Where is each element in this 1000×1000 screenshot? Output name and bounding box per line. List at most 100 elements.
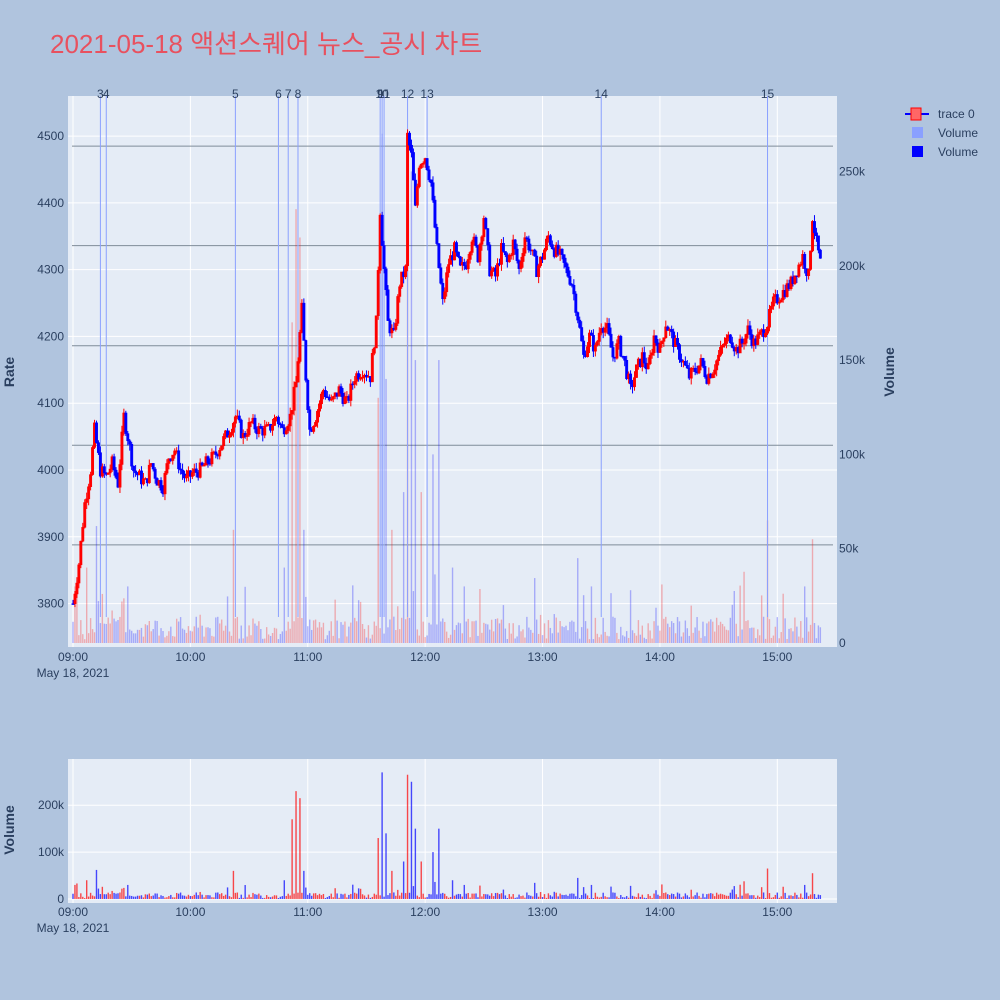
volume-bar[interactable]	[496, 892, 499, 899]
volume-bar[interactable]	[571, 893, 573, 899]
volume-bar[interactable]	[551, 896, 554, 899]
volume-bar[interactable]	[121, 888, 123, 899]
candle[interactable]	[766, 326, 769, 334]
candle[interactable]	[803, 254, 807, 269]
volume-bar[interactable]	[367, 894, 370, 899]
volume-bar[interactable]	[487, 894, 489, 899]
volume-bar[interactable]	[230, 897, 233, 899]
volume-bar[interactable]	[303, 870, 305, 899]
volume-bar[interactable]	[755, 897, 757, 899]
volume-bar[interactable]	[461, 896, 464, 899]
candle[interactable]	[566, 266, 570, 277]
candle[interactable]	[609, 333, 613, 348]
volume-bar[interactable]	[475, 893, 477, 899]
volume-bar[interactable]	[195, 892, 197, 899]
volume-bar[interactable]	[199, 891, 201, 899]
volume-bar[interactable]	[690, 889, 692, 899]
candle[interactable]	[372, 347, 376, 354]
volume-bar[interactable]	[622, 897, 624, 899]
volume-bar[interactable]	[264, 897, 266, 899]
volume-bar[interactable]	[602, 892, 604, 899]
volume-bar[interactable]	[498, 894, 501, 899]
volume-bar[interactable]	[361, 894, 364, 899]
volume-bar[interactable]	[444, 893, 446, 899]
volume-bar[interactable]	[477, 897, 479, 899]
volume-bar[interactable]	[291, 819, 293, 899]
candle[interactable]	[570, 284, 574, 286]
volume-bar[interactable]	[330, 893, 332, 899]
volume-bar[interactable]	[146, 894, 149, 899]
candle[interactable]	[327, 396, 331, 401]
candle[interactable]	[771, 296, 775, 307]
volume-bar[interactable]	[596, 896, 599, 899]
volume-bar[interactable]	[817, 894, 820, 899]
candle[interactable]	[165, 463, 169, 474]
volume-bar[interactable]	[344, 893, 346, 899]
volume-bar[interactable]	[514, 897, 516, 899]
candle[interactable]	[126, 433, 130, 442]
volume-bar[interactable]	[377, 838, 379, 899]
volume-bar[interactable]	[359, 888, 362, 899]
candle[interactable]	[427, 169, 431, 181]
candle[interactable]	[140, 470, 143, 485]
candle[interactable]	[758, 331, 762, 335]
volume-bar[interactable]	[655, 890, 657, 899]
volume-bar[interactable]	[733, 886, 735, 899]
candle[interactable]	[478, 244, 482, 263]
volume-bar[interactable]	[541, 897, 544, 899]
candle[interactable]	[382, 245, 386, 269]
candle[interactable]	[153, 468, 157, 479]
candle[interactable]	[470, 241, 474, 253]
volume-bar[interactable]	[727, 895, 730, 899]
candle[interactable]	[769, 305, 773, 310]
candle[interactable]	[230, 432, 233, 436]
candle[interactable]	[433, 199, 437, 228]
volume-bar[interactable]	[78, 897, 80, 899]
volume-bar[interactable]	[618, 898, 620, 899]
volume-bar[interactable]	[354, 892, 356, 899]
candle[interactable]	[525, 237, 529, 240]
candle[interactable]	[509, 254, 513, 257]
volume-bar[interactable]	[510, 896, 512, 899]
volume-bar[interactable]	[778, 897, 780, 899]
volume-bar[interactable]	[262, 897, 264, 899]
candle[interactable]	[151, 463, 155, 470]
volume-bar[interactable]	[342, 894, 344, 899]
candle[interactable]	[439, 267, 443, 284]
candle[interactable]	[615, 343, 619, 359]
volume-bar[interactable]	[784, 892, 786, 899]
volume-bar[interactable]	[132, 896, 135, 899]
candle[interactable]	[662, 337, 666, 342]
volume-bar[interactable]	[672, 894, 675, 899]
volume-bar[interactable]	[326, 897, 329, 899]
volume-bar[interactable]	[426, 897, 428, 899]
volume-bar[interactable]	[115, 893, 117, 899]
volume-bar[interactable]	[702, 893, 704, 899]
candle[interactable]	[689, 368, 693, 379]
volume-bar[interactable]	[604, 896, 606, 899]
volume-bar[interactable]	[424, 897, 426, 899]
candle[interactable]	[513, 239, 517, 250]
volume-bar[interactable]	[260, 895, 262, 899]
volume-bar[interactable]	[175, 892, 178, 899]
candle[interactable]	[237, 415, 241, 421]
volume-bar[interactable]	[217, 892, 219, 899]
candle[interactable]	[75, 582, 79, 595]
candle[interactable]	[468, 252, 472, 260]
candle[interactable]	[96, 442, 100, 453]
volume-bar[interactable]	[612, 892, 614, 899]
candle[interactable]	[443, 291, 447, 300]
volume-bar[interactable]	[451, 880, 454, 899]
candle[interactable]	[130, 444, 134, 467]
candle[interactable]	[91, 447, 95, 475]
volume-bar[interactable]	[346, 897, 348, 899]
volume-bar[interactable]	[127, 884, 129, 899]
candle[interactable]	[742, 342, 746, 345]
volume-bar[interactable]	[745, 893, 747, 899]
candle[interactable]	[286, 425, 290, 431]
volume-bar[interactable]	[246, 897, 248, 899]
volume-bar[interactable]	[416, 895, 419, 899]
volume-bar[interactable]	[179, 892, 182, 899]
volume-bar[interactable]	[502, 889, 505, 899]
volume-bar[interactable]	[442, 892, 444, 899]
